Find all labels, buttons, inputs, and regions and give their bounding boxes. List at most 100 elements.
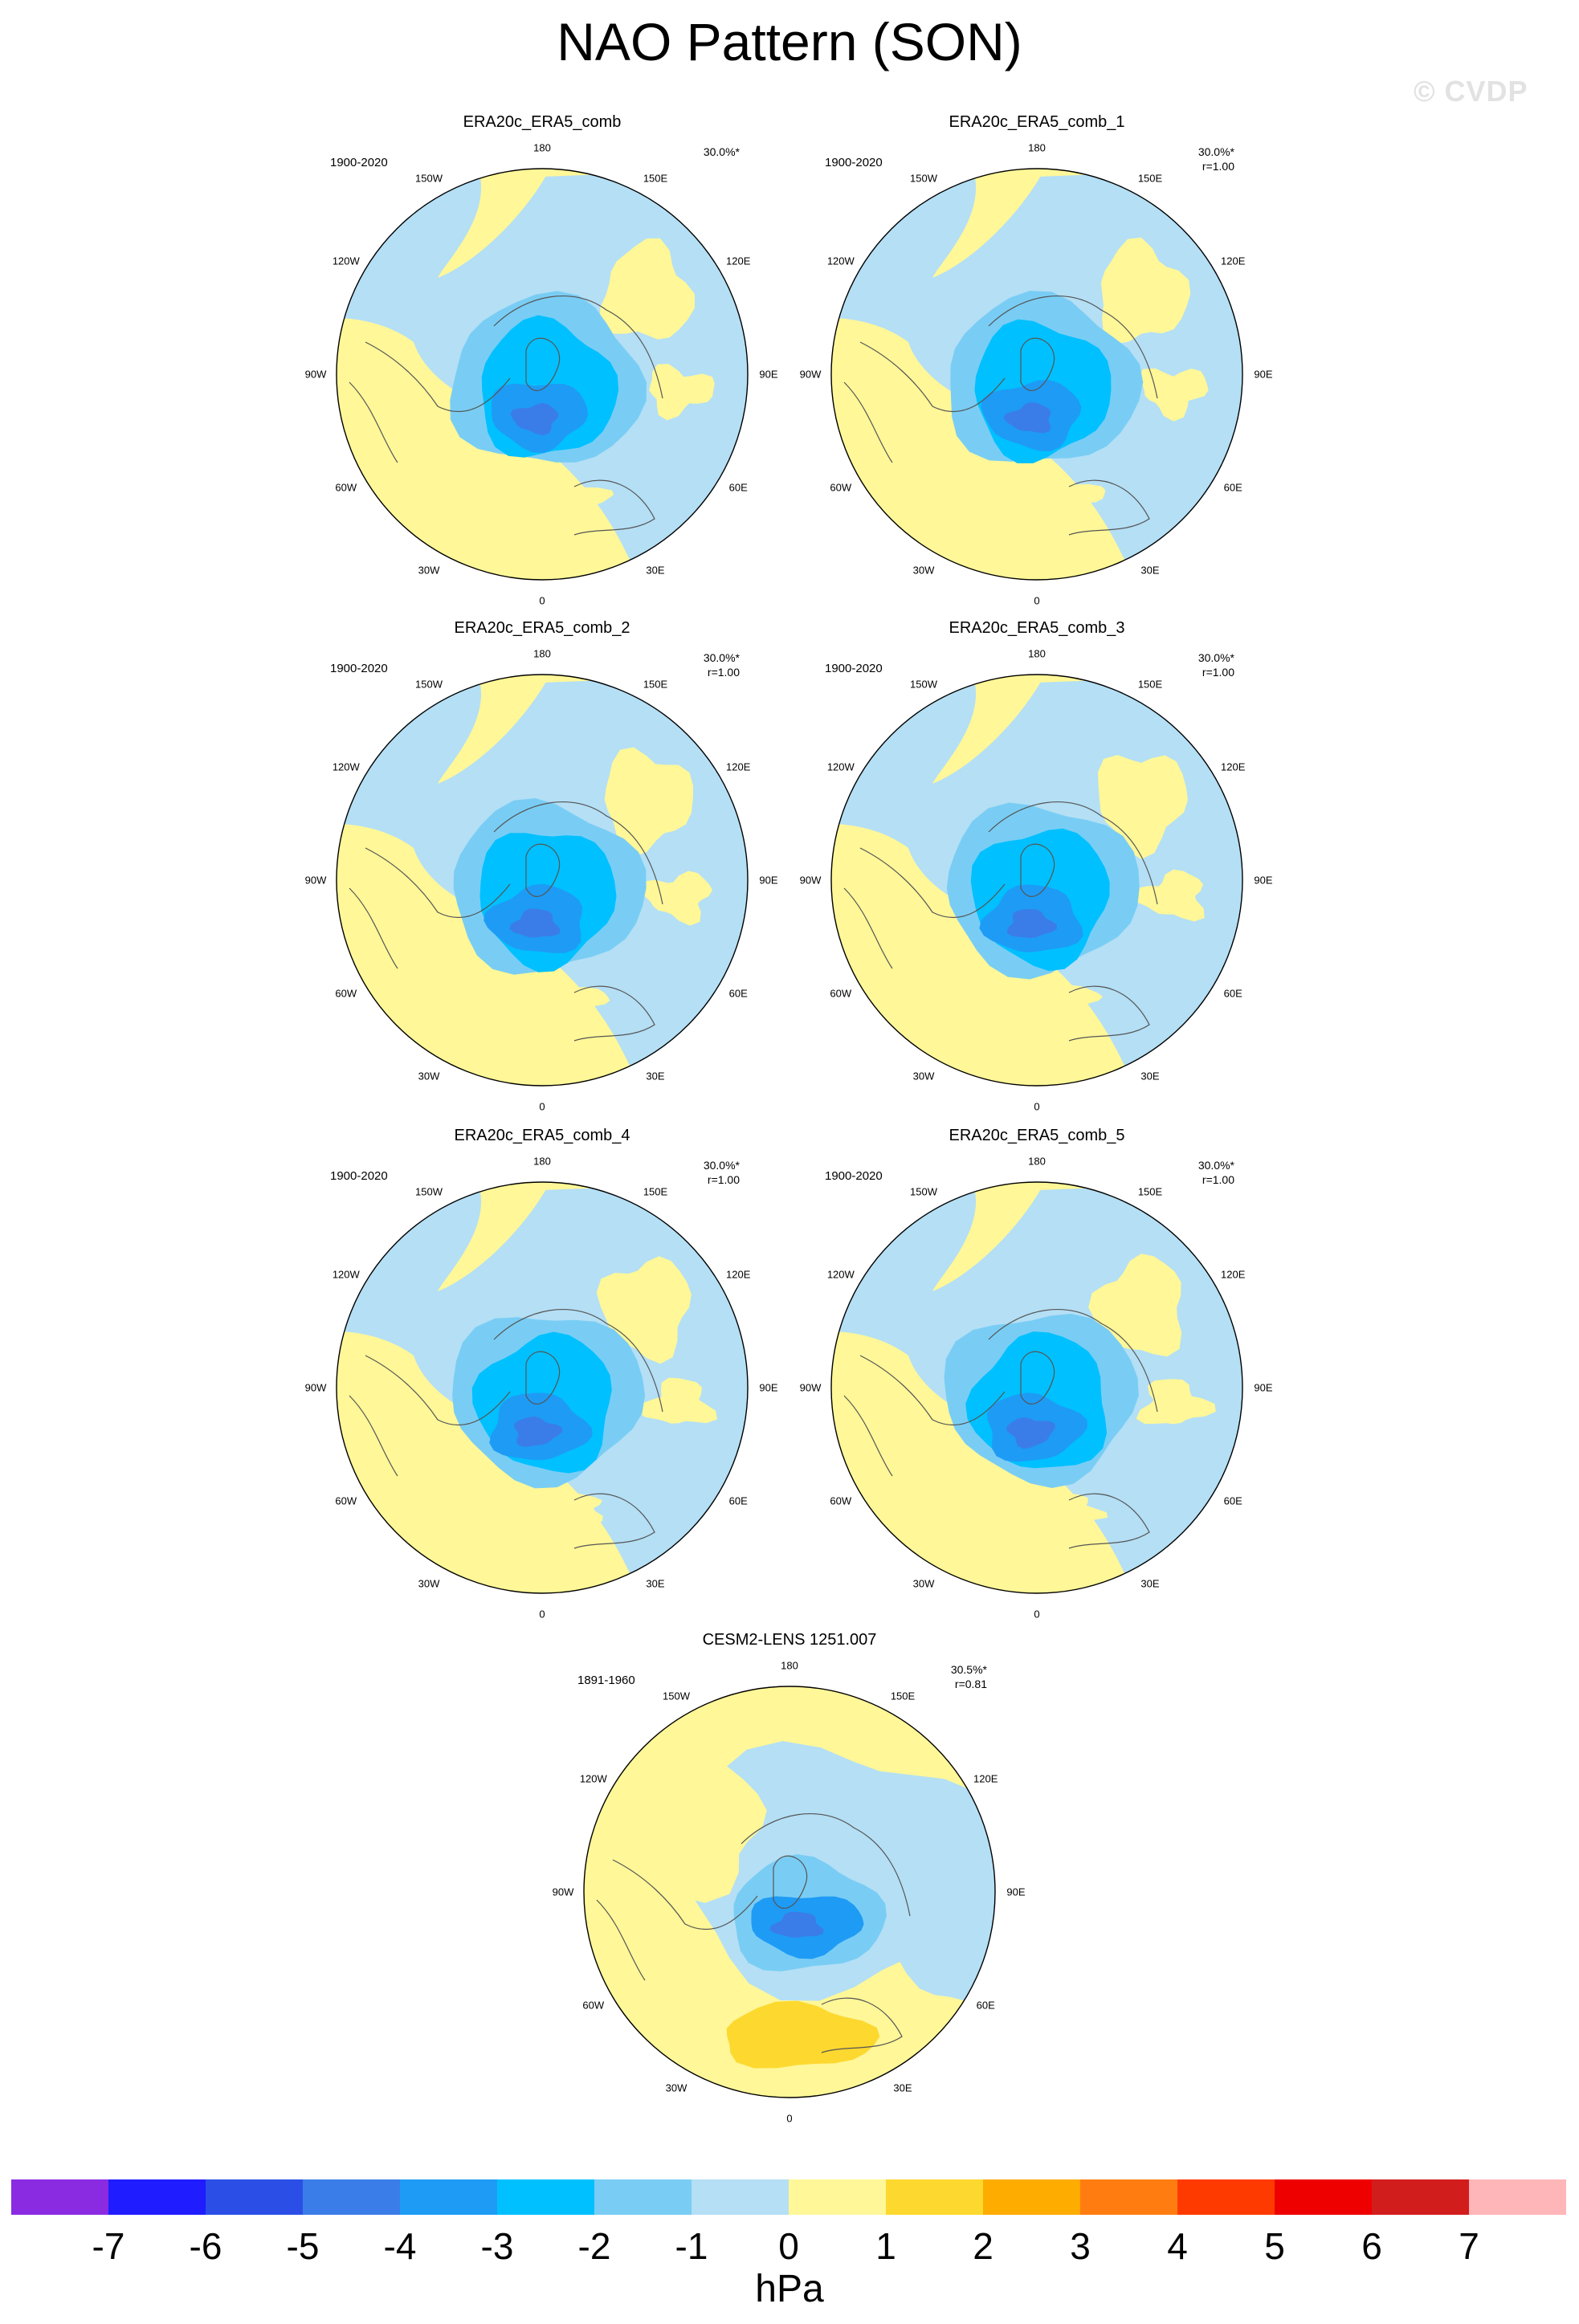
- lon-label: 30E: [1140, 1070, 1160, 1082]
- lon-label: 180: [533, 141, 551, 154]
- lon-label: 60E: [976, 1999, 995, 2012]
- colorbar-swatch: [1469, 2179, 1566, 2215]
- colorbar-swatch: [497, 2179, 594, 2215]
- lon-label: 120W: [332, 760, 360, 773]
- lon-label: 60W: [335, 987, 357, 1000]
- panel-r: r=1.00: [1202, 160, 1234, 173]
- lon-label: 150E: [1137, 172, 1163, 185]
- panel-stats: 30.0%* r=1.00: [666, 650, 740, 679]
- lon-label: 60E: [728, 481, 748, 494]
- colorbar-swatch: [303, 2179, 400, 2215]
- panel-pct: 30.0%*: [1198, 651, 1234, 664]
- colorbar-swatch: [1080, 2179, 1177, 2215]
- lon-label: 30W: [912, 1070, 935, 1082]
- lon-label: 120E: [973, 1772, 998, 1785]
- lon-label: 90W: [304, 1381, 327, 1394]
- lon-label: 90E: [759, 874, 778, 887]
- lon-label: 120W: [826, 1268, 855, 1281]
- colorbar-swatch: [400, 2179, 497, 2215]
- lon-label: 150E: [1137, 1185, 1163, 1198]
- lon-label: 30W: [912, 564, 935, 577]
- panel-pct: 30.0%*: [703, 651, 740, 664]
- colorbar-tick-label: -5: [286, 2225, 320, 2267]
- polar-map: [336, 1181, 749, 1594]
- lon-label: 120E: [1221, 1268, 1246, 1281]
- panel-title: ERA20c_ERA5_comb_1: [949, 113, 1125, 131]
- figure-title: NAO Pattern (SON): [557, 12, 1022, 71]
- lon-label: 90E: [759, 368, 778, 381]
- panel-years: 1891-1960: [577, 1674, 635, 1687]
- map-panel: ERA20c_ERA5_comb 1900-2020 30.0%* 180 150E 12…: [301, 112, 783, 607]
- panel-years: 1900-2020: [330, 662, 388, 675]
- colorbar: [11, 2179, 1566, 2215]
- panel-pct: 30.0%*: [1198, 1159, 1234, 1172]
- colorbar-tick-label: -1: [675, 2225, 708, 2267]
- lon-label: 0: [1034, 1608, 1040, 1621]
- lon-label: 120E: [726, 760, 751, 773]
- lon-label: 180: [533, 1155, 551, 1168]
- colorbar-swatch: [789, 2179, 886, 2215]
- lon-label: 60E: [1223, 987, 1242, 1000]
- colorbar-tick-label: 1: [875, 2225, 896, 2267]
- colorbar-swatch: [692, 2179, 789, 2215]
- lon-label: 150E: [643, 172, 668, 185]
- lon-label: 0: [539, 1608, 545, 1621]
- lon-label: 30E: [646, 1070, 665, 1082]
- colorbar-tick-label: 0: [778, 2225, 799, 2267]
- lon-label: 90E: [759, 1381, 778, 1394]
- colorbar-swatch: [1275, 2179, 1372, 2215]
- lon-label: 120E: [726, 255, 751, 267]
- polar-map: [336, 674, 749, 1087]
- lon-label: 150W: [663, 1690, 690, 1702]
- lon-label: 120E: [1221, 255, 1246, 267]
- panel-years: 1900-2020: [825, 156, 883, 169]
- colorbar-swatch: [206, 2179, 303, 2215]
- lon-label: 150W: [910, 678, 937, 691]
- lon-label: 180: [1028, 1155, 1046, 1168]
- colorbar-swatch: [11, 2179, 108, 2215]
- colorbar-tick-label: -2: [577, 2225, 611, 2267]
- lon-label: 60W: [830, 481, 852, 494]
- colorbar-tick-label: 4: [1167, 2225, 1188, 2267]
- colorbar-swatch: [1177, 2179, 1275, 2215]
- panel-title: ERA20c_ERA5_comb: [463, 113, 622, 131]
- map-panel: ERA20c_ERA5_comb_4 1900-2020 30.0%* r=1.00 1…: [301, 1126, 783, 1621]
- lon-label: 60E: [1223, 481, 1242, 494]
- colorbar-swatch: [983, 2179, 1080, 2215]
- panel-title: ERA20c_ERA5_comb_4: [454, 1127, 630, 1144]
- lon-label: 90W: [799, 874, 822, 887]
- panel-years: 1900-2020: [825, 1169, 883, 1183]
- lon-label: 90E: [1006, 1886, 1026, 1898]
- colorbar-units: hPa: [755, 2268, 824, 2310]
- lon-label: 60E: [728, 987, 748, 1000]
- lon-label: 90W: [799, 368, 822, 381]
- panel-pct: 30.0%*: [703, 1159, 740, 1172]
- colorbar-tick-label: -4: [383, 2225, 417, 2267]
- lon-label: 0: [786, 2112, 793, 2125]
- lon-label: 60W: [335, 481, 357, 494]
- lon-label: 150E: [890, 1690, 916, 1702]
- lon-label: 30E: [1140, 1577, 1160, 1590]
- lon-label: 90E: [1254, 1381, 1273, 1394]
- lon-label: 0: [1034, 1100, 1040, 1113]
- colorbar-swatch: [108, 2179, 206, 2215]
- lon-label: 30E: [1140, 564, 1160, 577]
- lon-label: 30W: [418, 1070, 440, 1082]
- colorbar-tick-label: 6: [1361, 2225, 1382, 2267]
- lon-label: 180: [533, 647, 551, 660]
- lon-label: 150W: [910, 1185, 937, 1198]
- lon-label: 30W: [665, 2081, 687, 2094]
- polar-map: [830, 674, 1243, 1087]
- lon-label: 180: [781, 1659, 798, 1672]
- lon-label: 150E: [643, 1185, 668, 1198]
- lon-label: 0: [1034, 594, 1040, 607]
- panel-stats: 30.0%* r=1.00: [1161, 1158, 1234, 1187]
- lon-label: 30E: [646, 1577, 665, 1590]
- lon-label: 120W: [826, 760, 855, 773]
- lon-label: 180: [1028, 647, 1046, 660]
- colorbar-swatch: [886, 2179, 983, 2215]
- lon-label: 120E: [726, 1268, 751, 1281]
- map-panel: ERA20c_ERA5_comb_1 1900-2020 30.0%* r=1.00 1…: [796, 112, 1278, 607]
- panel-stats: 30.5%* r=0.81: [913, 1662, 987, 1691]
- colorbar-tick-label: -7: [92, 2225, 125, 2267]
